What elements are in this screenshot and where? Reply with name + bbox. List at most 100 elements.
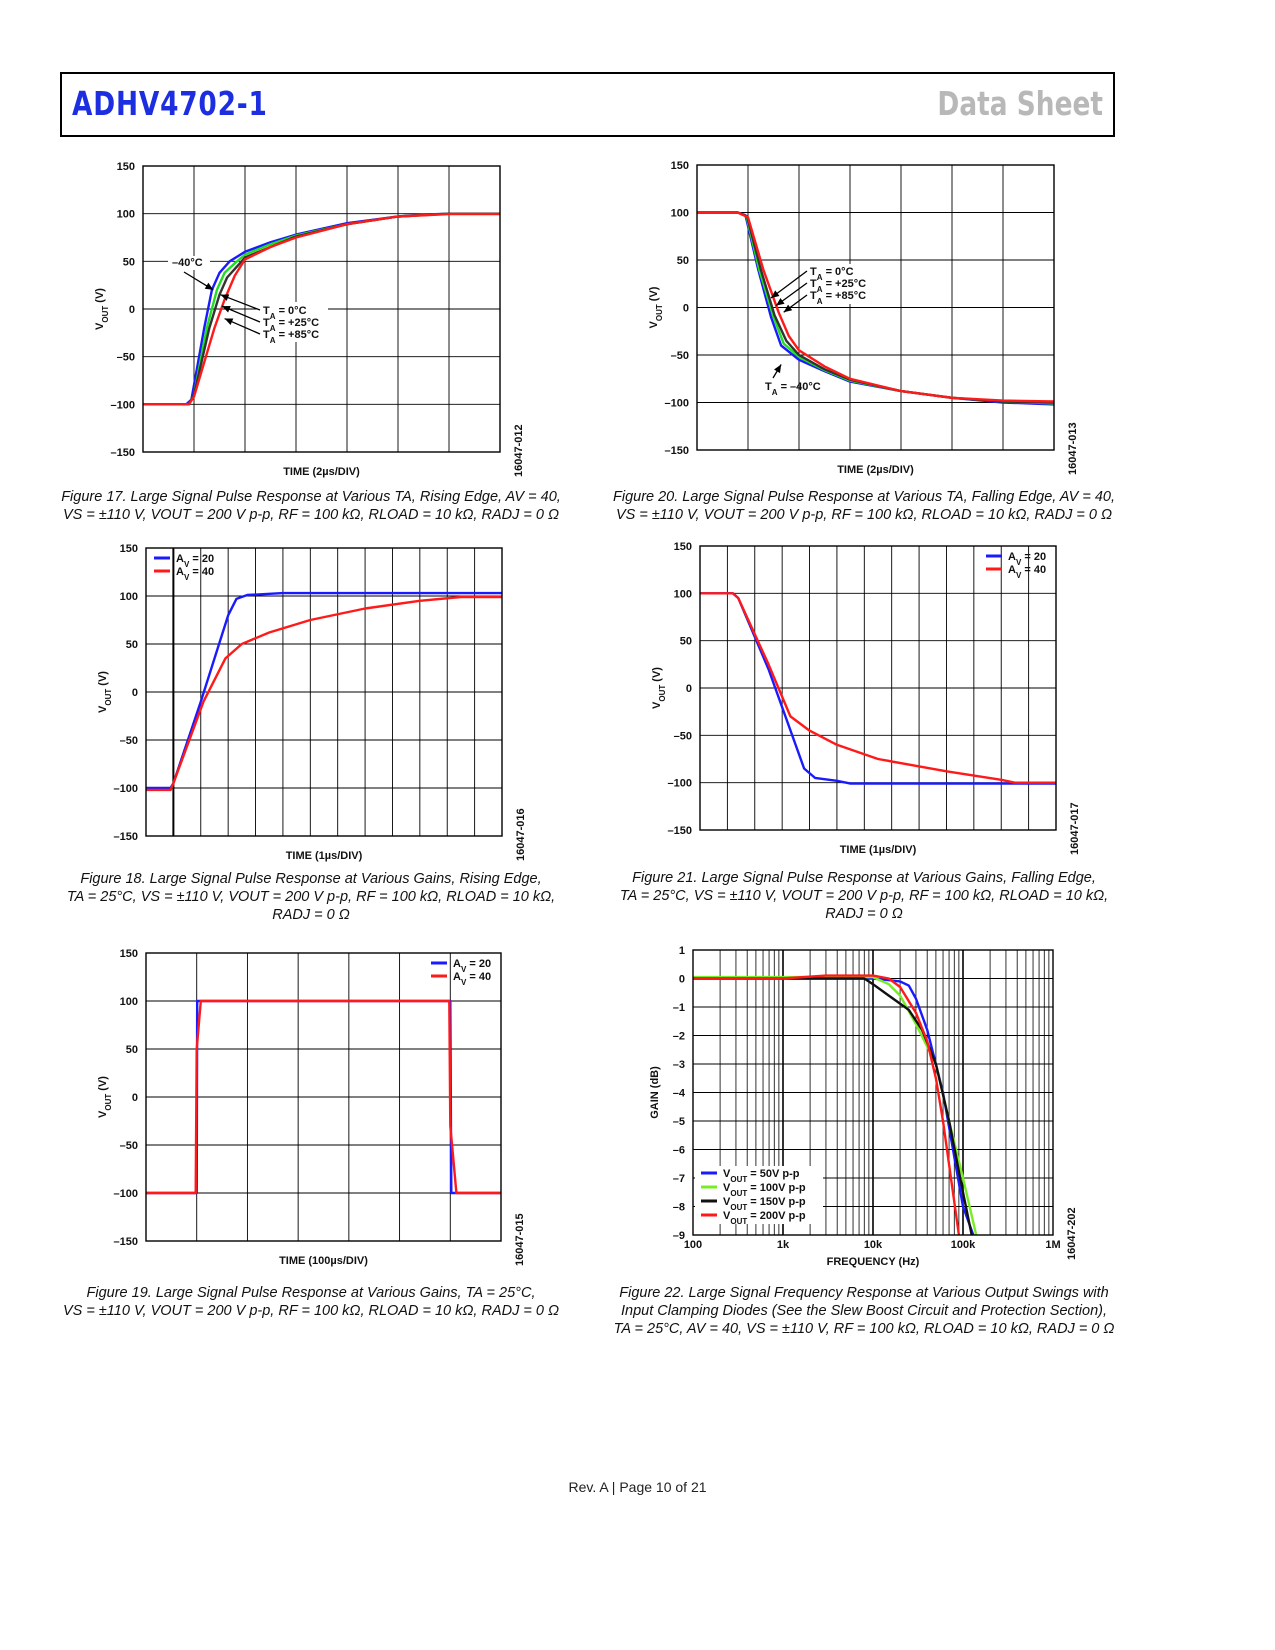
figure-caption: Figure 18. Large Signal Pulse Response a… (51, 870, 571, 924)
annotation-label: TA = +85°C (263, 329, 319, 345)
caption-line: Figure 22. Large Signal Frequency Respon… (619, 1285, 1109, 1301)
plot-frame (692, 949, 1054, 1236)
y-tick-label: –1 (673, 1002, 685, 1014)
y-tick-label: –100 (111, 399, 135, 411)
figure-caption: Figure 19. Large Signal Pulse Response a… (51, 1284, 571, 1320)
legend-label-main: V (723, 1182, 731, 1194)
y-tick-label: –8 (673, 1202, 685, 1214)
legend-label-rest: = 20 (189, 553, 214, 565)
legend-label-main: A (176, 553, 184, 565)
figure-id-code: 16047-017 (1069, 802, 1081, 855)
legend-label-main: A (1008, 551, 1016, 563)
legend-label-sub: V (1016, 558, 1022, 567)
annotation-label: TA = +25°C (810, 278, 866, 294)
annotation-label: –40°C (172, 257, 203, 269)
series-line-0 (146, 591, 502, 790)
page-footer: Rev. A | Page 10 of 21 (568, 1479, 707, 1495)
caption-line: RADJ = 0 Ω (825, 906, 903, 922)
arrowhead-icon (776, 298, 785, 306)
caption-line: TA = 25°C, VS = ±110 V, VOUT = 200 V p-p… (619, 888, 1109, 904)
y-tick-label: 0 (686, 683, 692, 695)
annotation-label-sub: A (270, 312, 276, 321)
series-line-0 (697, 211, 1055, 406)
annotation-label-main: T (810, 266, 817, 278)
plot-frame (145, 952, 502, 1242)
y-tick-label: –100 (668, 778, 692, 790)
y-axis-label-rest: (V) (97, 671, 109, 689)
annotation-label-sub: A (817, 297, 823, 306)
x-axis-label: TIME (100µs/DIV) (279, 1255, 368, 1267)
legend-label-rest: = 200V p-p (747, 1210, 806, 1222)
legend-label-rest: = 20 (466, 958, 491, 970)
y-axis-label-sub: OUT (655, 304, 664, 321)
y-tick-label: –50 (674, 730, 692, 742)
y-tick-label: –9 (673, 1230, 685, 1242)
legend-label: AV = 40 (1008, 564, 1046, 580)
caption-line: RADJ = 0 Ω (272, 907, 350, 923)
y-tick-label: –150 (668, 825, 692, 837)
y-tick-label: –150 (665, 445, 689, 457)
y-tick-label: –150 (111, 447, 135, 459)
annotation-label-rest: = –40°C (778, 381, 821, 393)
annotation-label-rest: = 0°C (823, 266, 854, 278)
figure-caption: Figure 21. Large Signal Pulse Response a… (604, 869, 1124, 923)
legend-label: AV = 20 (453, 958, 491, 974)
annotation-label-main: T (263, 329, 270, 341)
y-tick-label: 100 (671, 208, 689, 220)
annotation-label: TA = 0°C (810, 266, 854, 282)
arrowhead-icon (224, 318, 234, 325)
annotation-label-rest: = +25°C (276, 317, 320, 329)
y-tick-label: 150 (120, 543, 138, 555)
y-axis-label: GAIN (dB) (649, 1066, 661, 1119)
legend-label-rest: = 40 (1021, 564, 1046, 576)
x-axis-label: TIME (2µs/DIV) (283, 466, 360, 478)
plot-frame (696, 164, 1055, 451)
legend-label-sub: V (461, 978, 467, 987)
y-axis-label-sub: OUT (104, 689, 113, 706)
y-tick-label: 100 (120, 996, 138, 1008)
x-axis-label: TIME (2µs/DIV) (837, 464, 914, 476)
figure-id-code: 16047-013 (1067, 422, 1079, 475)
annotation-label-main: T (810, 290, 817, 302)
series-line-1 (146, 999, 501, 1195)
y-tick-label: –4 (673, 1088, 686, 1100)
arrowhead-icon (770, 290, 780, 298)
caption-line: TA = 25°C, VS = ±110 V, VOUT = 200 V p-p… (66, 889, 556, 905)
y-axis-label-main: V (651, 701, 663, 709)
legend-label-sub: OUT (730, 1203, 747, 1212)
y-tick-label: 50 (126, 639, 138, 651)
annotation-label: TA = 0°C (263, 305, 307, 321)
chart-figure-17: 150 100 50 0 –50 –100 –150 TIME (2µs/DIV) VOUT (… (94, 161, 525, 478)
legend-label-rest: = 150V p-p (747, 1196, 806, 1208)
y-tick-label: 50 (123, 256, 135, 268)
figure-id-code: 16047-016 (515, 808, 527, 861)
y-tick-label: 0 (129, 304, 135, 316)
y-tick-label: 0 (132, 1092, 138, 1104)
legend-label: VOUT = 100V p-p (723, 1182, 806, 1198)
y-axis-label-sub: OUT (658, 685, 667, 702)
legend-label-main: A (176, 566, 184, 578)
y-tick-label: –100 (114, 1188, 138, 1200)
y-axis-label-sub: OUT (101, 306, 110, 323)
caption-line: Figure 21. Large Signal Pulse Response a… (632, 870, 1096, 886)
annotation-background (258, 302, 328, 342)
chart-figure-20: 150 100 50 0 –50 –100 –150 TIME (2µs/DIV) VOUT (… (648, 160, 1079, 476)
plot-frame (142, 165, 501, 453)
y-tick-label: –2 (673, 1031, 685, 1043)
caption-line: VS = ±110 V, VOUT = 200 V p-p, RF = 100 … (615, 507, 1112, 523)
figure-caption: Figure 17. Large Signal Pulse Response a… (51, 488, 571, 524)
series-line-1 (693, 975, 978, 1236)
x-axis-label: FREQUENCY (Hz) (827, 1256, 920, 1268)
y-tick-label: –5 (673, 1116, 685, 1128)
annotation-label-rest: = +25°C (823, 278, 867, 290)
x-tick-label: 100 (684, 1239, 702, 1251)
legend-label: VOUT = 200V p-p (723, 1210, 806, 1226)
y-tick-label: –150 (114, 1236, 138, 1248)
figure-caption: Figure 22. Large Signal Frequency Respon… (604, 1284, 1124, 1338)
arrowhead-icon (783, 304, 793, 313)
x-tick-label: 1k (777, 1239, 790, 1251)
legend-label-rest: = 40 (466, 971, 491, 983)
y-tick-label: 150 (671, 160, 689, 172)
caption-line: Figure 17. Large Signal Pulse Response a… (61, 489, 561, 505)
